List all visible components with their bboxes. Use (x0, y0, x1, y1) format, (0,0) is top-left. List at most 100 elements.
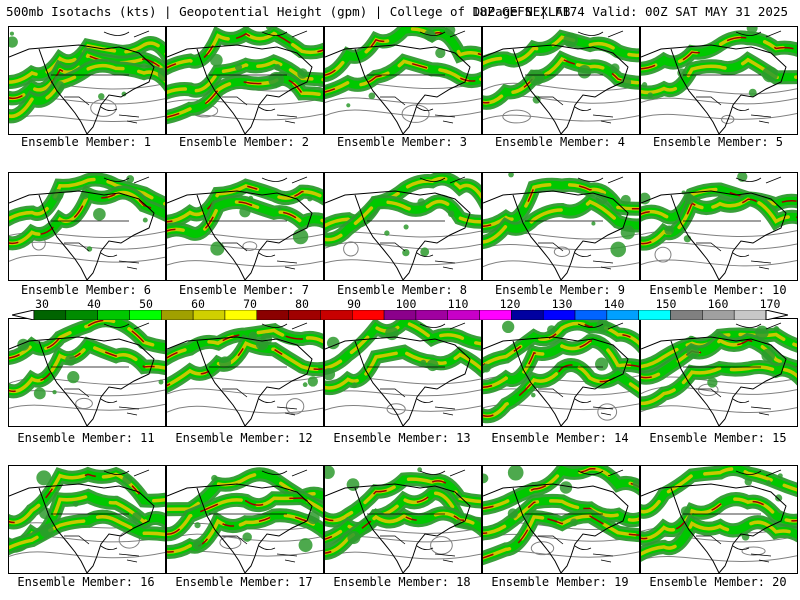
jet-isotach-max (9, 344, 165, 393)
colorbar-tick-label: 70 (243, 297, 257, 311)
height-contour (167, 243, 323, 251)
ensemble-member-map (640, 465, 798, 574)
us-mexico-border (64, 242, 90, 252)
us-mexico-border (380, 388, 406, 398)
isotach-patch (325, 466, 335, 479)
height-contour (167, 405, 323, 414)
arctic-coastline (735, 176, 782, 184)
jet-isotach-max (167, 32, 323, 69)
ensemble-member-label: Ensemble Member: 6 (20, 283, 152, 297)
map-plot (641, 466, 797, 573)
coastline-pacific (512, 340, 562, 426)
coastline-pacific (354, 487, 404, 573)
ensemble-member-label: Ensemble Member: 19 (491, 575, 629, 589)
coastline-pacific (354, 340, 404, 426)
coastline-north-america (641, 336, 787, 426)
isotach-patch (664, 225, 674, 235)
height-contour-closed (75, 397, 93, 410)
ensemble-member-map (324, 318, 482, 427)
figure-header: 500mb Isotachs (kts) | Geopotential Heig… (6, 4, 794, 20)
isotach-patch (158, 379, 164, 385)
isotach-patch (425, 30, 437, 42)
height-contour (483, 260, 639, 269)
jet-isotach-core (325, 349, 481, 390)
ensemble-member-map (166, 318, 324, 427)
jet-isotach-max (9, 191, 165, 245)
jet-isotach-core (9, 472, 165, 525)
arctic-coastline (261, 176, 308, 184)
arctic-coastline (103, 322, 150, 330)
coastline-pacific (512, 194, 562, 280)
caribbean-islands (118, 553, 140, 563)
map-plot (641, 322, 797, 426)
jet-isotach-core (325, 477, 481, 523)
height-contour (9, 389, 165, 397)
isotach-patch (570, 518, 578, 527)
coastline-pacific (196, 340, 246, 426)
jet-isotach-core (483, 339, 639, 389)
arctic-coastline (577, 176, 624, 184)
gulf-coast (574, 398, 592, 403)
arctic-coastline (103, 30, 150, 38)
isotach-patch (9, 36, 18, 48)
isotach-patch (274, 64, 281, 71)
isotach-patch (620, 225, 635, 240)
coastline-pacific (512, 48, 562, 134)
isotach-patch (563, 32, 579, 48)
height-contour (325, 109, 481, 118)
jet-isotach-max (167, 329, 323, 359)
us-mexico-border (696, 535, 722, 545)
jet-isotach-core (325, 199, 481, 242)
gulf-coast (100, 252, 118, 257)
gulf-coast (416, 106, 434, 111)
isotach-patch (532, 95, 541, 104)
height-contour-closed (219, 535, 242, 550)
jet-isotach-max (167, 201, 323, 235)
isotach-patch (777, 473, 783, 479)
us-mexico-border (538, 96, 564, 106)
coastline-north-america (325, 483, 471, 573)
colorbar-swatch (606, 310, 639, 320)
height-contour (641, 386, 797, 395)
isotach-patch (483, 473, 489, 484)
us-mexico-border (538, 535, 564, 545)
caribbean-islands (592, 114, 614, 124)
isotach-patch (346, 478, 360, 491)
caribbean-islands (434, 406, 456, 416)
coastline-north-america (483, 483, 629, 573)
isotach-patch (681, 190, 686, 195)
coastline-north-america (641, 190, 787, 280)
isotach-patch (93, 207, 106, 221)
jet-isotach-max (483, 364, 639, 417)
colorbar-swatch (479, 310, 512, 320)
map-plot (483, 173, 639, 280)
arctic-coastline (103, 176, 150, 184)
isotach-patch (435, 47, 446, 59)
coastline-pacific (670, 340, 720, 426)
gulf-coast (100, 106, 118, 111)
isotach-patch (239, 206, 251, 218)
height-contour (167, 260, 323, 267)
isotach-patch (610, 241, 627, 258)
coastline-pacific (38, 194, 88, 280)
isotach-patch (51, 188, 64, 201)
coastline-north-america (483, 336, 629, 426)
isotach-patch (744, 478, 753, 486)
caribbean-islands (434, 114, 456, 124)
isotach-patch (33, 387, 46, 400)
isotach-patch (507, 466, 524, 481)
ensemble-member-label: Ensemble Member: 12 (175, 431, 313, 445)
caribbean-islands (276, 114, 298, 124)
map-plot (325, 319, 481, 426)
height-contour (641, 555, 797, 562)
colorbar-swatch (670, 310, 703, 320)
jet-isotach-core (483, 199, 639, 244)
isotach-patch (122, 474, 133, 485)
height-contour (9, 551, 165, 559)
isotach-patch (447, 210, 455, 218)
jet-isotach-core (167, 496, 323, 536)
ensemble-member-map (640, 318, 798, 427)
coastline-north-america (483, 190, 629, 280)
caribbean-islands (118, 406, 140, 416)
isotach-patch (755, 325, 769, 340)
